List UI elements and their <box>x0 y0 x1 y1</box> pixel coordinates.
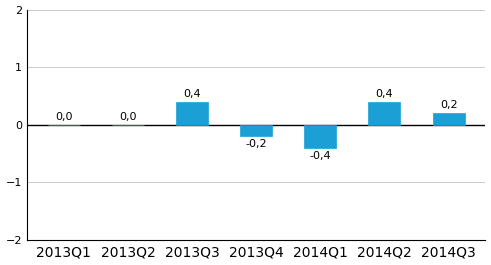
Text: 0,4: 0,4 <box>376 89 393 99</box>
Text: 0,2: 0,2 <box>440 100 458 110</box>
Text: -0,4: -0,4 <box>309 151 331 161</box>
Bar <box>433 113 464 125</box>
Text: 0,0: 0,0 <box>119 112 136 122</box>
Text: -0,2: -0,2 <box>246 139 267 149</box>
Text: 0,4: 0,4 <box>183 89 201 99</box>
Text: 0,0: 0,0 <box>55 112 73 122</box>
Bar <box>240 125 272 136</box>
Bar <box>304 125 336 148</box>
Bar <box>368 102 401 125</box>
Bar <box>176 102 208 125</box>
